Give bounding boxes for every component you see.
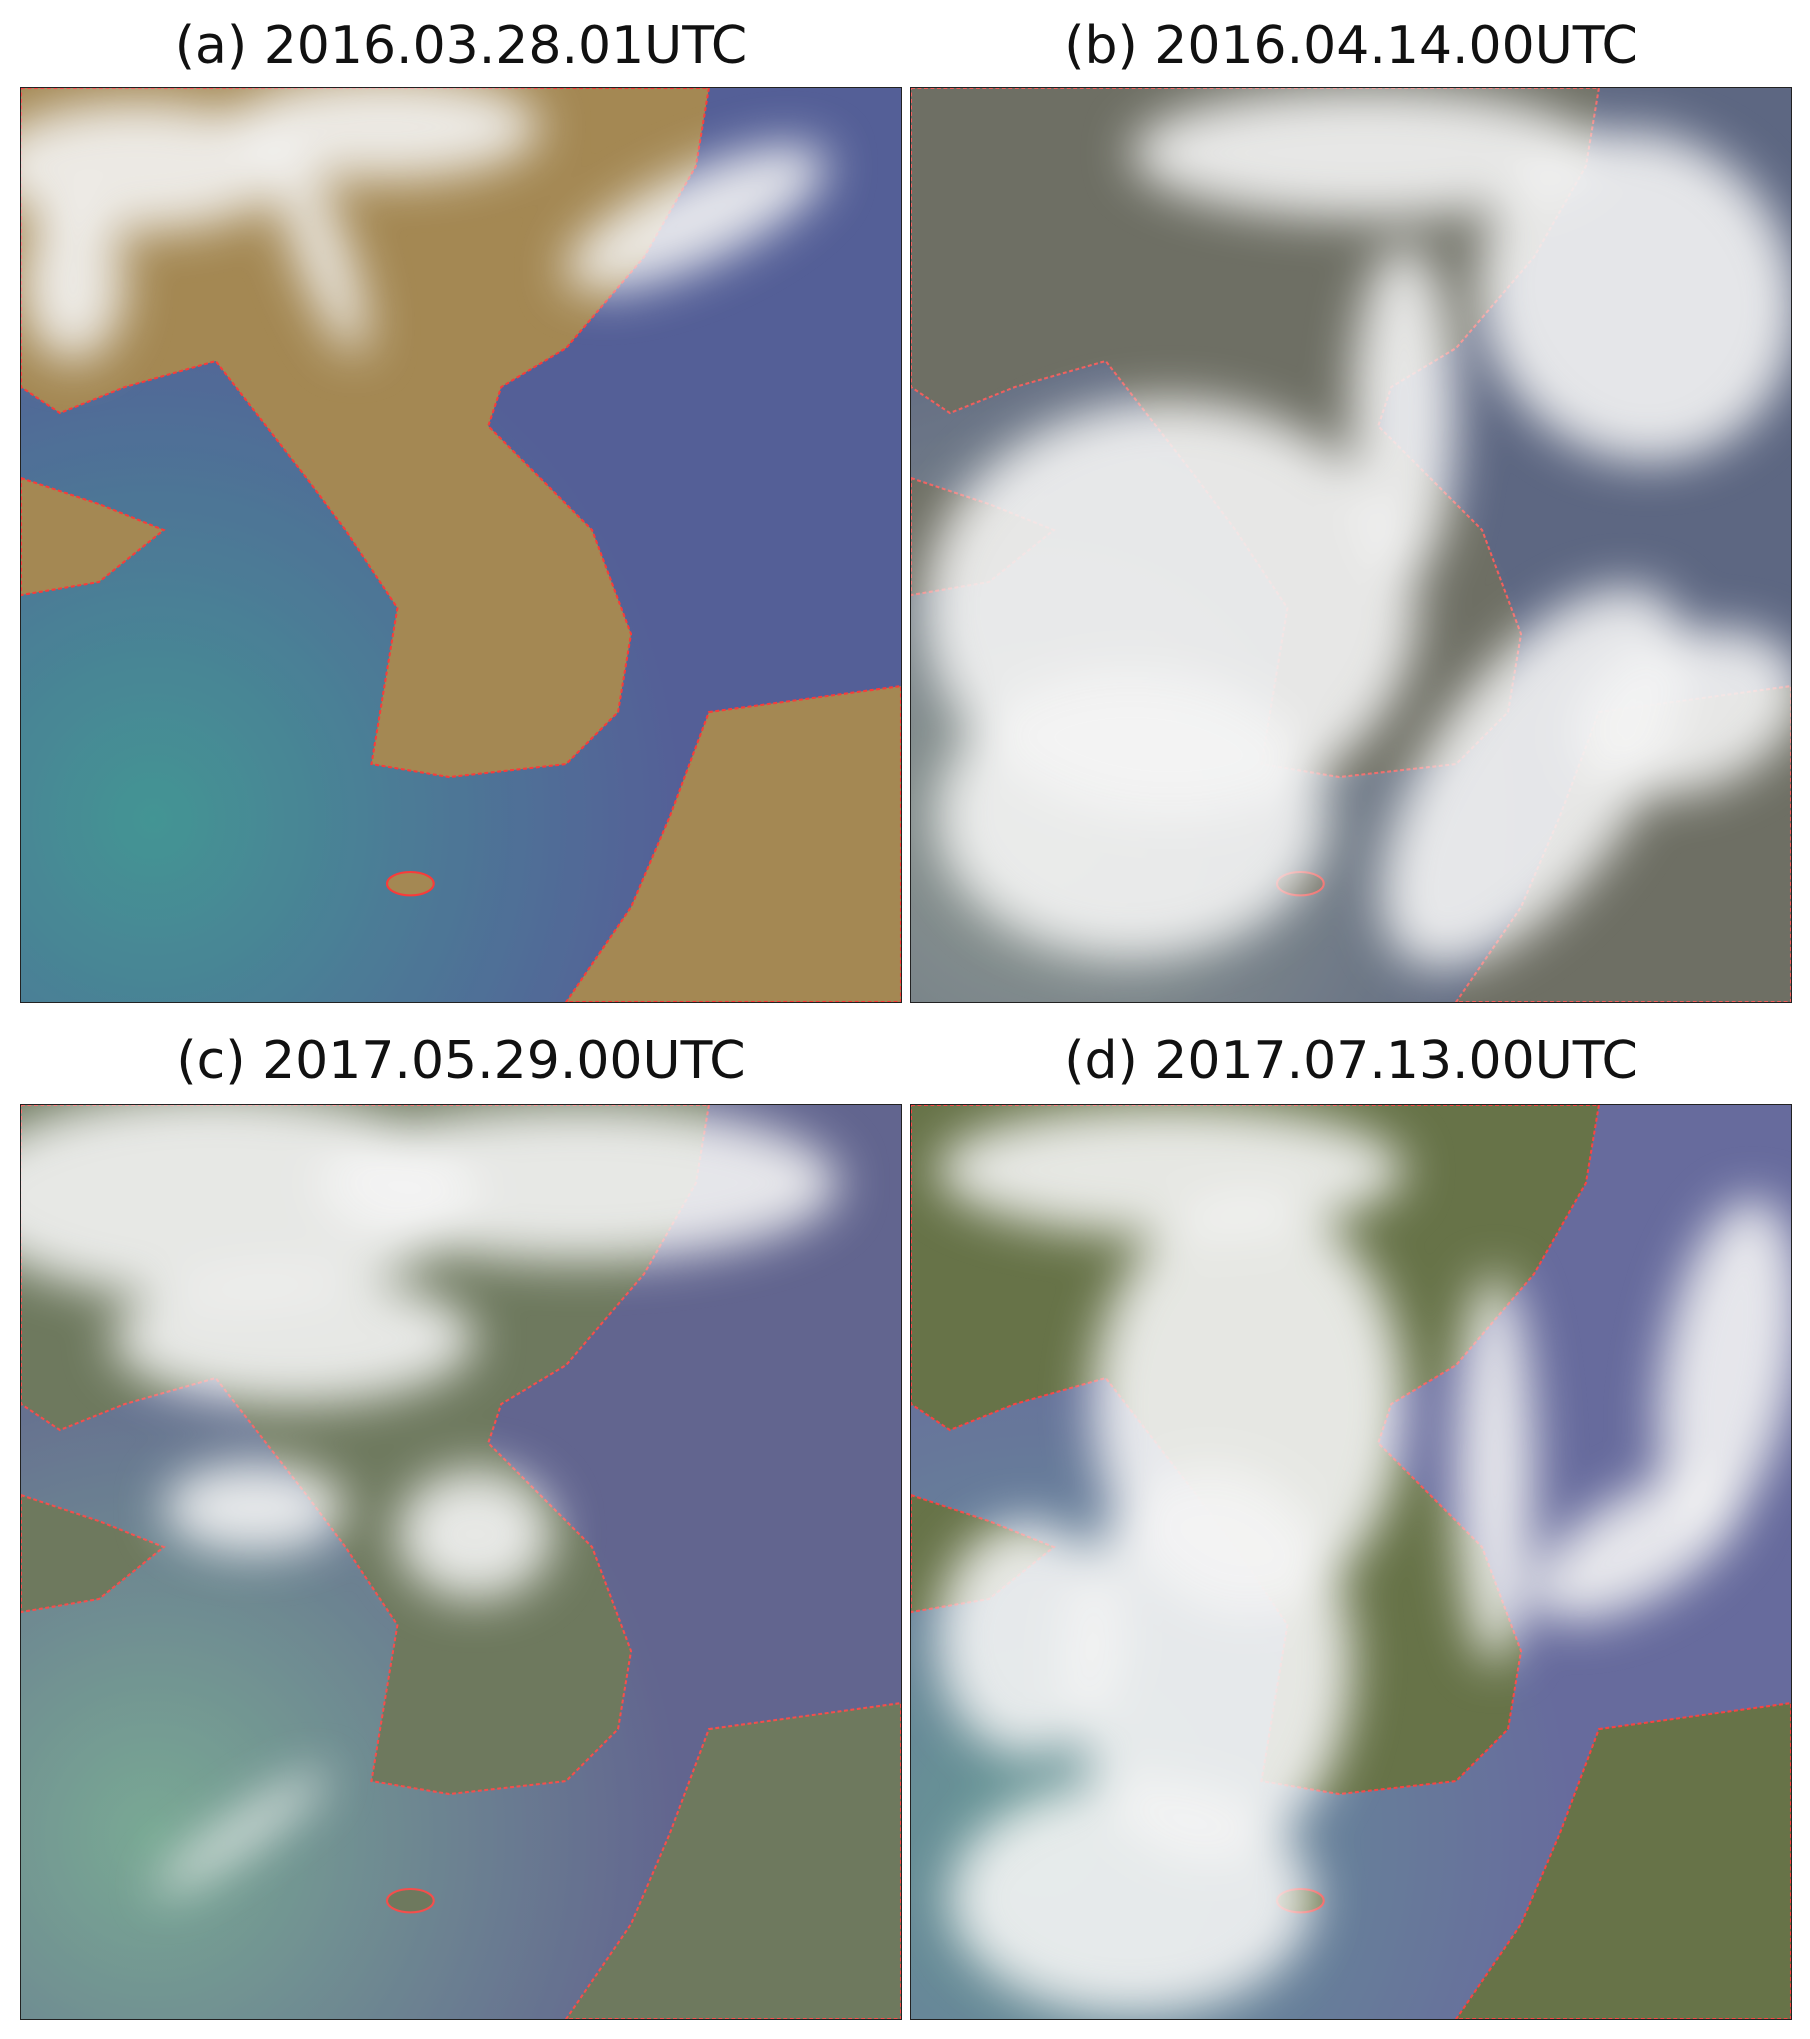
satellite-image bbox=[910, 1104, 1792, 2020]
cloud bbox=[1576, 628, 1791, 796]
image bbox=[911, 88, 1791, 1002]
cloud bbox=[1352, 244, 1457, 583]
panel-title: (d) 2017.07.13.00UTC bbox=[1064, 1031, 1638, 1091]
panel-title: (a) 2016.03.28.01UTC bbox=[174, 16, 748, 76]
clouds bbox=[923, 88, 1791, 968]
island bbox=[385, 1887, 435, 1914]
cloud bbox=[156, 1772, 328, 1895]
cloud bbox=[319, 1105, 839, 1262]
image bbox=[21, 88, 901, 1002]
land bbox=[564, 1702, 901, 2019]
image bbox=[911, 1105, 1791, 2019]
clouds bbox=[21, 1105, 839, 1895]
satellite-image bbox=[20, 87, 902, 1003]
cloud bbox=[1456, 1274, 1535, 1665]
land bbox=[1454, 1702, 1791, 2019]
cloud bbox=[1658, 1198, 1791, 1532]
cloud bbox=[228, 88, 541, 179]
cloud bbox=[397, 1469, 554, 1600]
cloud bbox=[21, 101, 294, 231]
cloud bbox=[936, 1105, 1405, 1236]
cloud bbox=[949, 1781, 1314, 2016]
cloud bbox=[163, 1462, 346, 1554]
panel-title: (c) 2017.05.29.00UTC bbox=[176, 1031, 746, 1091]
land bbox=[564, 685, 901, 1002]
land bbox=[21, 476, 166, 597]
cloud bbox=[565, 144, 827, 292]
haze bbox=[21, 88, 901, 1002]
clouds bbox=[21, 88, 827, 362]
cloud bbox=[272, 133, 367, 355]
clouds bbox=[936, 1105, 1791, 2016]
cloud bbox=[1478, 130, 1791, 462]
image bbox=[21, 1105, 901, 2019]
cloud bbox=[1066, 1469, 1353, 1860]
cloud bbox=[936, 673, 1327, 960]
panel-title: (b) 2016.04.14.00UTC bbox=[1064, 16, 1638, 76]
cloud bbox=[111, 1274, 476, 1405]
cloud bbox=[21, 205, 125, 362]
island bbox=[385, 870, 435, 897]
land bbox=[21, 1493, 166, 1614]
satellite-image bbox=[20, 1104, 902, 2020]
cloud bbox=[1533, 1473, 1743, 1621]
land bbox=[21, 88, 710, 779]
cloud bbox=[1131, 88, 1599, 219]
cloud bbox=[936, 1521, 1119, 1756]
satellite-image bbox=[910, 87, 1792, 1003]
